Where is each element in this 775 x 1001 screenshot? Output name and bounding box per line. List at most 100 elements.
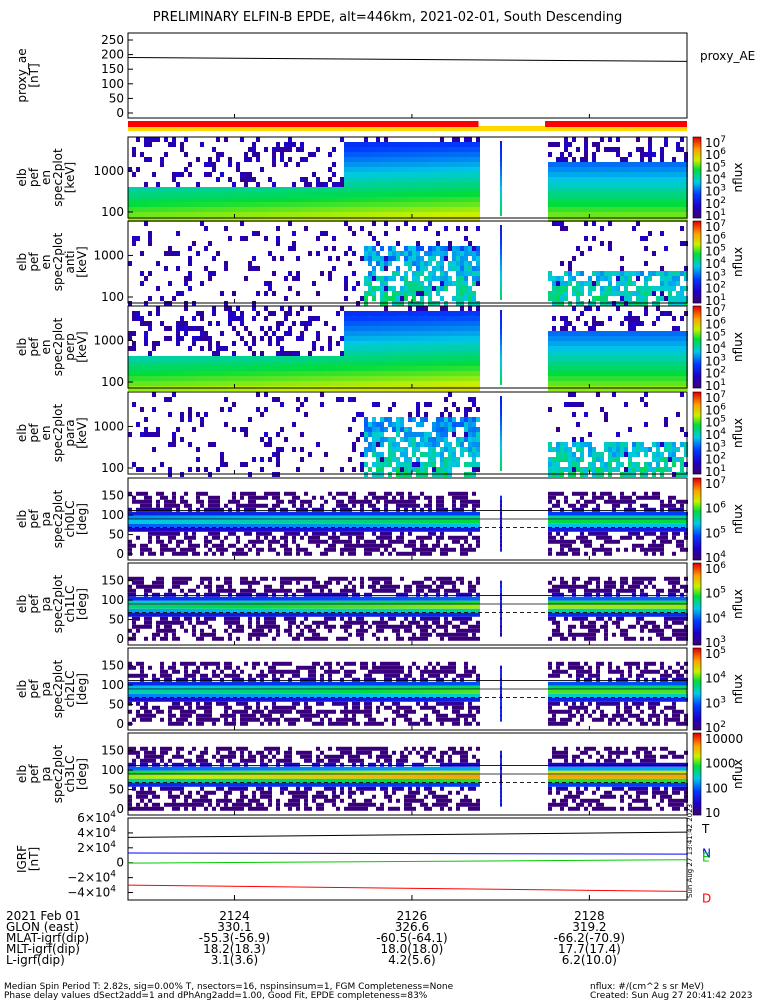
spectro-cell — [400, 142, 404, 147]
spectro-cell — [436, 321, 440, 326]
spectro-cell — [416, 276, 420, 281]
spectro-cell — [372, 221, 376, 226]
spectro-cell — [424, 207, 428, 212]
spectro-cell — [680, 316, 684, 321]
spectro-cell — [564, 162, 568, 167]
spectro-cell — [680, 351, 684, 356]
spectro-cell — [644, 452, 648, 457]
spectro-cell — [364, 281, 368, 286]
spectro-cell — [396, 381, 400, 386]
spectro-cell — [204, 336, 208, 341]
spectro-cell — [652, 331, 656, 336]
spectro-cell — [560, 226, 564, 231]
spectro-cell — [372, 361, 376, 366]
spectro-cell — [676, 147, 680, 152]
spectro-cell — [664, 457, 668, 462]
spectro-cell — [360, 361, 364, 366]
spectro-cell — [416, 182, 420, 187]
spectro-cell — [252, 152, 256, 157]
spectro-cell — [452, 192, 456, 197]
spectro-cell — [156, 508, 160, 512]
spectro-cell — [200, 381, 204, 386]
spectro-cell — [472, 331, 476, 336]
spectro-cell — [456, 442, 460, 447]
spectro-cell — [368, 376, 372, 381]
spectro-cell — [204, 467, 208, 472]
spectro-cell — [608, 162, 612, 167]
spectro-cell — [156, 197, 160, 202]
spectro-cell — [604, 187, 608, 192]
spectro-cell — [368, 172, 372, 177]
spectro-cell — [572, 212, 576, 217]
spectro-cell — [236, 192, 240, 197]
spectro-cell — [472, 246, 476, 251]
spectro-cell — [572, 202, 576, 207]
spectro-cell — [384, 417, 388, 422]
spectro-cell — [240, 192, 244, 197]
spectro-cell — [628, 462, 632, 467]
legend-label: proxy_AE — [700, 49, 755, 63]
spectro-cell — [628, 356, 632, 361]
spectro-cell — [452, 142, 456, 147]
spectro-cell — [456, 212, 460, 217]
spectro-cell — [400, 366, 404, 371]
spectro-cell — [572, 276, 576, 281]
spectro-cell — [464, 291, 468, 296]
spectro-cell — [440, 462, 444, 467]
spectro-cell — [360, 326, 364, 331]
spectro-cell — [132, 172, 136, 177]
spectro-cell — [652, 286, 656, 291]
spectro-cell — [400, 192, 404, 197]
spectro-cell — [500, 186, 502, 191]
spectro-cell — [664, 197, 668, 202]
spectro-cell — [176, 197, 180, 202]
spectro-cell — [128, 361, 132, 366]
spectro-cell — [412, 202, 416, 207]
spectro-cell — [188, 286, 192, 291]
spectro-cell — [448, 311, 452, 316]
spectro-cell — [168, 548, 172, 552]
spectro-cell — [216, 371, 220, 376]
spectro-cell — [592, 457, 596, 462]
spectro-cell — [444, 422, 448, 427]
spectro-cell — [340, 376, 344, 381]
spectro-cell — [464, 356, 468, 361]
spectro-cell — [144, 321, 148, 326]
spectro-cell — [344, 316, 348, 321]
spectro-cell — [568, 182, 572, 187]
spectro-cell — [632, 381, 636, 386]
spectro-cell — [424, 366, 428, 371]
spectro-cell — [640, 236, 644, 241]
spectro-cell — [452, 207, 456, 212]
spectro-cell — [300, 306, 304, 311]
spectro-cell — [632, 356, 636, 361]
spectro-cell — [376, 286, 380, 291]
spectro-cell — [220, 331, 224, 336]
spectro-cell — [368, 442, 372, 447]
spectro-cell — [576, 341, 580, 346]
spectro-cell — [620, 366, 624, 371]
spectro-cell — [204, 212, 208, 217]
spectro-cell — [232, 182, 236, 187]
spectro-cell — [616, 167, 620, 172]
spectro-cell — [296, 187, 300, 192]
spectro-cell — [624, 286, 628, 291]
spectro-cell — [584, 442, 588, 447]
spectro-cell — [364, 207, 368, 212]
spectro-cell — [376, 371, 380, 376]
spectro-cell — [476, 331, 480, 336]
spectro-cell — [460, 246, 464, 251]
spectro-cell — [428, 172, 432, 177]
spectro-cell — [636, 346, 640, 351]
spectro-cell — [608, 197, 612, 202]
spectro-cell — [620, 361, 624, 366]
spectro-cell — [364, 182, 368, 187]
spectro-cell — [428, 356, 432, 361]
spectro-cell — [560, 152, 564, 157]
spectro-cell — [276, 202, 280, 207]
spectro-cell — [340, 306, 344, 311]
spectro-cell — [360, 192, 364, 197]
spectro-cell — [432, 276, 436, 281]
spectro-cell — [384, 462, 388, 467]
spectro-cell — [204, 366, 208, 371]
